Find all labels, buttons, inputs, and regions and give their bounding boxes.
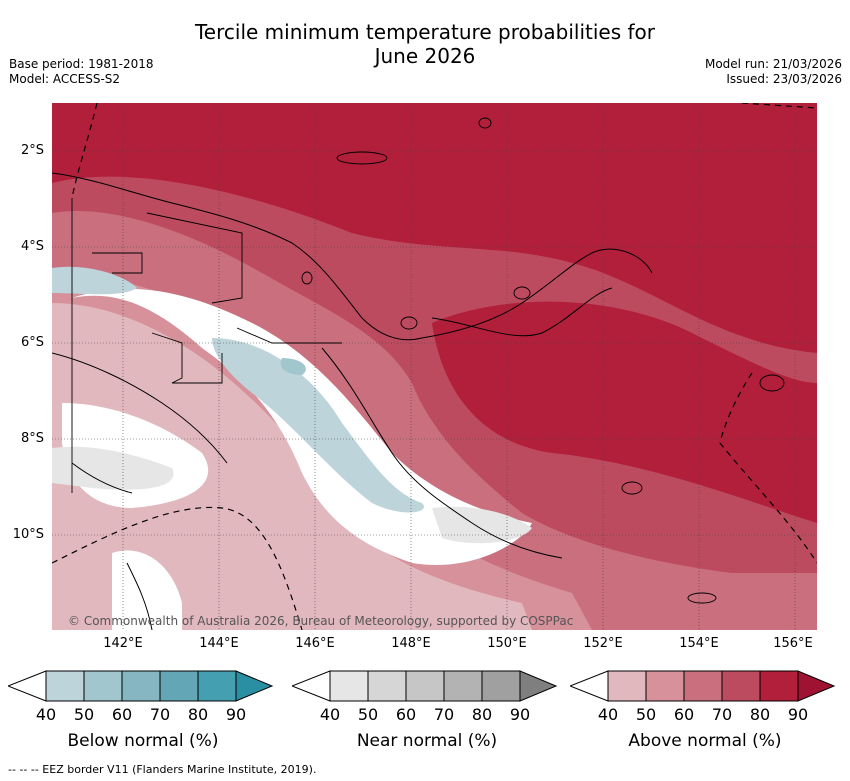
- lon-label-152e: 152°E: [583, 636, 623, 651]
- model-run: Model run: 21/03/2026: [704, 57, 842, 71]
- probability-map[interactable]: [52, 103, 817, 630]
- tick-above-70: 70: [711, 705, 733, 724]
- tick-near-80: 80: [471, 705, 493, 724]
- lon-label-150e: 150°E: [487, 636, 527, 651]
- tick-above-40: 40: [597, 705, 619, 724]
- colorbar-above-bin-5: [759, 670, 799, 702]
- shade-below-40: [212, 338, 424, 513]
- meta-left: Base period: 1981-2018 Model: ACCESS-S2: [9, 57, 154, 87]
- tick-below-70: 70: [149, 705, 171, 724]
- shade-below-40-west: [52, 266, 137, 295]
- tick-below-40: 40: [35, 705, 57, 724]
- tick-near-70: 70: [433, 705, 455, 724]
- lat-label-4s: 4°S: [20, 239, 44, 254]
- shade-near-40: [52, 446, 174, 490]
- lat-label-2s: 2°S: [20, 143, 44, 158]
- lon-label-144e: 144°E: [199, 636, 239, 651]
- tick-near-50: 50: [357, 705, 379, 724]
- tick-near-90: 90: [509, 705, 531, 724]
- lon-label-146e: 146°E: [295, 636, 335, 651]
- colorbar-above: [570, 670, 836, 702]
- title-line-1: Tercile minimum temperature probabilitie…: [194, 20, 656, 44]
- colorbar-below: [8, 670, 274, 702]
- tick-below-50: 50: [73, 705, 95, 724]
- lon-label-156e: 156°E: [773, 636, 813, 651]
- lon-label-154e: 154°E: [679, 636, 719, 651]
- tick-below-80: 80: [187, 705, 209, 724]
- lon-label-148e: 148°E: [391, 636, 431, 651]
- legend-below-normal: 40 50 60 70 80 90 Below normal (%): [8, 670, 278, 760]
- colorbar-below-bin-3: [121, 670, 161, 702]
- tick-above-80: 80: [749, 705, 771, 724]
- coastline: [52, 172, 653, 630]
- meta-right: Model run: 21/03/2026 Issued: 23/03/2026: [705, 57, 842, 87]
- map-title: Tercile minimum temperature probabilitie…: [0, 20, 850, 68]
- lat-label-8s: 8°S: [20, 431, 44, 446]
- colorbar-near-bin-5: [481, 670, 521, 702]
- shade-above-40: [52, 303, 532, 630]
- legend-above-title: Above normal (%): [628, 731, 782, 751]
- shade-white-cape: [112, 550, 182, 630]
- map-canvas: [52, 103, 817, 630]
- colorbar-below-max-arrow: [235, 670, 274, 702]
- graticule: [52, 103, 817, 630]
- tick-below-60: 60: [111, 705, 133, 724]
- colorbar-above-bin-2: [645, 670, 685, 702]
- lat-label-6s: 6°S: [20, 335, 44, 350]
- colorbar-below-bin-1: [45, 670, 85, 702]
- legend-below-title: Below normal (%): [67, 731, 219, 751]
- title-line-2: June 2026: [374, 44, 476, 68]
- colorbar-above-max-arrow: [797, 670, 836, 702]
- colorbar-near-bin-2: [367, 670, 407, 702]
- colorbar-above-min-arrow: [570, 670, 609, 702]
- colorbar-below-bin-5: [197, 670, 237, 702]
- colorbar-below-bin-2: [83, 670, 123, 702]
- legend-near-normal: 40 50 60 70 80 90 Near normal (%): [292, 670, 562, 760]
- model-name: Model: ACCESS-S2: [9, 72, 121, 86]
- tick-near-60: 60: [395, 705, 417, 724]
- eez-footnote: -- -- -- EEZ border V11 (Flanders Marine…: [8, 763, 317, 776]
- base-period: Base period: 1981-2018: [9, 57, 154, 71]
- colorbar-near-max-arrow: [519, 670, 558, 702]
- tick-below-90: 90: [225, 705, 247, 724]
- shade-above-80-core: [432, 301, 817, 523]
- legend-above-normal: 40 50 60 70 80 90 Above normal (%): [570, 670, 840, 760]
- colorbar-below-min-arrow: [8, 670, 47, 702]
- lat-label-10s: 10°S: [12, 527, 44, 542]
- colorbar-above-bin-1: [607, 670, 647, 702]
- shade-below-50: [280, 358, 306, 375]
- colorbar-near-bin-4: [443, 670, 483, 702]
- tick-near-40: 40: [319, 705, 341, 724]
- colorbar-near-bin-3: [405, 670, 445, 702]
- islands: [301, 117, 785, 604]
- colorbar-near-bin-1: [329, 670, 369, 702]
- tick-above-90: 90: [787, 705, 809, 724]
- tick-above-50: 50: [635, 705, 657, 724]
- colorbar-near: [292, 670, 558, 702]
- colorbar-near-min-arrow: [292, 670, 331, 702]
- shade-near-40-east: [432, 506, 532, 544]
- legend-near-title: Near normal (%): [356, 731, 498, 751]
- colorbar-above-bin-4: [721, 670, 761, 702]
- lon-label-142e: 142°E: [103, 636, 143, 651]
- eez-border: [52, 103, 817, 630]
- issued-date: Issued: 23/03/2026: [726, 72, 842, 86]
- tick-above-60: 60: [673, 705, 695, 724]
- colorbar-above-bin-3: [683, 670, 723, 702]
- copyright-text: © Commonwealth of Australia 2026, Bureau…: [68, 614, 574, 628]
- province-borders: [71, 198, 342, 493]
- colorbar-below-bin-4: [159, 670, 199, 702]
